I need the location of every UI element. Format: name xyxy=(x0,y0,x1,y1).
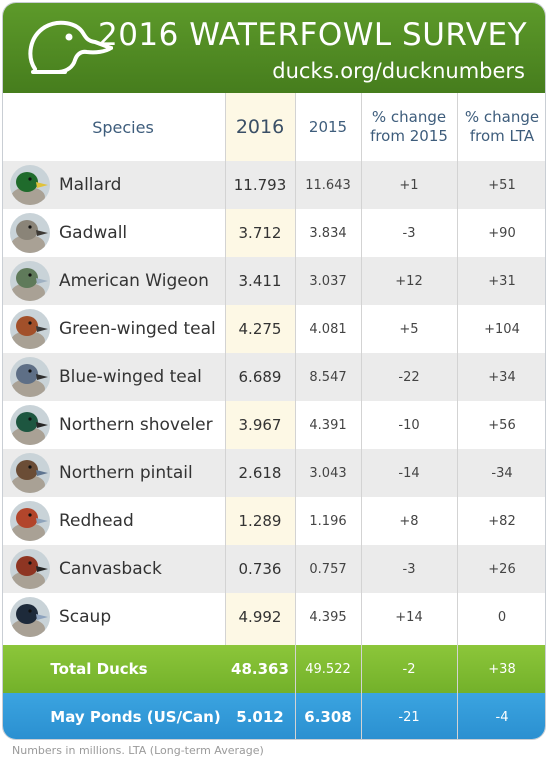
value-2015: 1.196 xyxy=(309,513,347,529)
species-name: Canvasback xyxy=(59,559,162,579)
page-title: 2016 WATERFOWL SURVEY xyxy=(97,17,527,53)
value-2015: 4.081 xyxy=(309,321,347,337)
column-divider xyxy=(225,93,226,645)
table-row: Mallard 11.793 11.643 +1 +51 xyxy=(3,161,545,209)
table-row: Scaup 4.992 4.395 +14 0 xyxy=(3,593,545,641)
change-from-lta: -34 xyxy=(491,465,513,481)
header-2016: 2016 xyxy=(235,115,285,138)
species-name: Scaup xyxy=(59,607,112,627)
value-2016: 6.689 xyxy=(238,368,282,386)
change-from-2015: -14 xyxy=(398,465,420,481)
value-2016: 4.992 xyxy=(238,608,282,626)
value-2016: 3.411 xyxy=(238,272,282,290)
header-banner: 2016 WATERFOWL SURVEY ducks.org/ducknumb… xyxy=(3,3,545,93)
northern-shoveler-icon xyxy=(10,405,50,445)
total-change-2015: -2 xyxy=(402,661,416,677)
value-2015: 4.391 xyxy=(309,417,347,433)
northern-pintail-icon xyxy=(10,453,50,493)
ponds-2016: 5.012 xyxy=(236,708,284,726)
gadwall-icon xyxy=(10,213,50,253)
table-header: Species 2016 2015 % change from 2015 % c… xyxy=(3,93,545,161)
table-row: Northern shoveler 3.967 4.391 -10 +56 xyxy=(3,401,545,449)
table-row: Northern pintail 2.618 3.043 -14 -34 xyxy=(3,449,545,497)
scaup-icon xyxy=(10,597,50,637)
ponds-label: May Ponds (US/Can) xyxy=(50,708,221,726)
column-divider xyxy=(295,93,296,739)
species-name: Northern pintail xyxy=(59,463,193,483)
value-2016: 11.793 xyxy=(233,176,287,194)
table-row: American Wigeon 3.411 3.037 +12 +31 xyxy=(3,257,545,305)
table-row: Canvasback 0.736 0.757 -3 +26 xyxy=(3,545,545,593)
change-from-2015: +12 xyxy=(395,273,423,289)
header-species: Species xyxy=(92,117,154,137)
value-2015: 11.643 xyxy=(305,177,351,193)
value-2016: 4.275 xyxy=(238,320,282,338)
value-2016: 0.736 xyxy=(238,560,282,578)
change-from-lta: +26 xyxy=(488,561,516,577)
table-row: Blue-winged teal 6.689 8.547 -22 +34 xyxy=(3,353,545,401)
table-row: Green-winged teal 4.275 4.081 +5 +104 xyxy=(3,305,545,353)
change-from-2015: -22 xyxy=(398,369,420,385)
mallard-icon xyxy=(10,165,50,205)
change-from-2015: +1 xyxy=(399,177,419,193)
species-name: Blue-winged teal xyxy=(59,367,202,387)
may-ponds-row: May Ponds (US/Can) 5.012 6.308 -21 -4 xyxy=(3,693,545,739)
change-from-lta: +51 xyxy=(488,177,516,193)
canvasback-icon xyxy=(10,549,50,589)
change-from-2015: -3 xyxy=(402,561,416,577)
value-2016: 3.712 xyxy=(238,224,282,242)
value-2015: 3.037 xyxy=(309,273,347,289)
duck-logo-icon xyxy=(28,20,113,74)
change-from-lta: +82 xyxy=(488,513,516,529)
species-name: Gadwall xyxy=(59,223,128,243)
value-2015: 4.395 xyxy=(309,609,347,625)
header-change-lta: % change from LTA xyxy=(464,108,540,145)
change-from-lta: +31 xyxy=(488,273,516,289)
value-2015: 3.043 xyxy=(309,465,347,481)
species-name: Redhead xyxy=(59,511,134,531)
total-2015: 49.522 xyxy=(305,661,351,677)
change-from-2015: +5 xyxy=(399,321,419,337)
table-row: Redhead 1.289 1.196 +8 +82 xyxy=(3,497,545,545)
total-label: Total Ducks xyxy=(50,660,148,678)
ponds-change-2015: -21 xyxy=(398,709,420,725)
change-from-2015: -3 xyxy=(402,225,416,241)
species-name: Green-winged teal xyxy=(59,319,216,339)
value-2016: 3.967 xyxy=(238,416,282,434)
survey-card: 2016 WATERFOWL SURVEY ducks.org/ducknumb… xyxy=(2,2,546,740)
header-change-2015: % change from 2015 xyxy=(370,108,448,145)
change-from-2015: +14 xyxy=(395,609,423,625)
species-name: American Wigeon xyxy=(59,271,209,291)
total-change-lta: +38 xyxy=(488,661,516,677)
column-divider xyxy=(361,93,362,739)
footnote: Numbers in millions. LTA (Long-term Aver… xyxy=(12,744,264,757)
value-2016: 2.618 xyxy=(238,464,282,482)
column-divider xyxy=(457,93,458,739)
value-2015: 3.834 xyxy=(309,225,347,241)
ponds-change-lta: -4 xyxy=(495,709,509,725)
green-winged-teal-icon xyxy=(10,309,50,349)
total-2016: 48.363 xyxy=(231,660,289,678)
change-from-lta: 0 xyxy=(497,609,507,625)
american-wigeon-icon xyxy=(10,261,50,301)
change-from-2015: +8 xyxy=(399,513,419,529)
value-2015: 8.547 xyxy=(309,369,347,385)
change-from-lta: +34 xyxy=(488,369,516,385)
total-ducks-row: Total Ducks 48.363 49.522 -2 +38 xyxy=(3,645,545,693)
ponds-2015: 6.308 xyxy=(304,708,352,726)
redhead-icon xyxy=(10,501,50,541)
header-2015: 2015 xyxy=(308,117,348,136)
survey-url[interactable]: ducks.org/ducknumbers xyxy=(272,59,525,83)
change-from-2015: -10 xyxy=(398,417,420,433)
species-name: Mallard xyxy=(59,175,122,195)
value-2016: 1.289 xyxy=(238,512,282,530)
value-2015: 0.757 xyxy=(309,561,347,577)
table-row: Gadwall 3.712 3.834 -3 +90 xyxy=(3,209,545,257)
change-from-lta: +104 xyxy=(484,321,520,337)
blue-winged-teal-icon xyxy=(10,357,50,397)
species-name: Northern shoveler xyxy=(59,415,213,435)
change-from-lta: +56 xyxy=(488,417,516,433)
change-from-lta: +90 xyxy=(488,225,516,241)
